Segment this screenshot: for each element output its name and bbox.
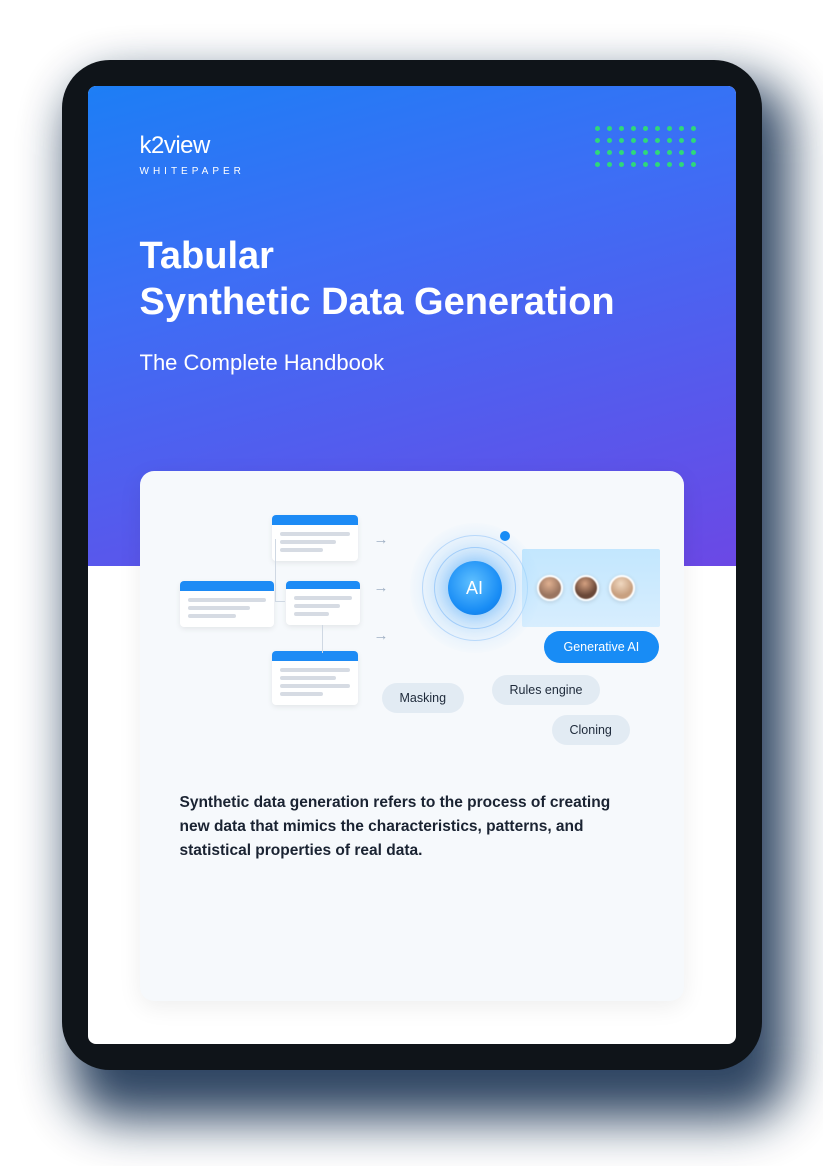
screen: k2view WHITEPAPER Tabular Synthetic Data… — [88, 86, 736, 1044]
orbit-dot-icon — [500, 531, 510, 541]
body-text: Synthetic data generation refers to the … — [172, 791, 652, 863]
content-card: → → → AI Gener — [140, 471, 684, 1001]
connector-line — [275, 539, 276, 601]
title-line-2: Synthetic Data Generation — [140, 281, 615, 323]
pill-cloning: Cloning — [552, 715, 630, 745]
connector-line — [275, 601, 285, 602]
decorative-dot-grid — [595, 126, 696, 167]
data-box — [180, 581, 274, 627]
tablet-frame: k2view WHITEPAPER Tabular Synthetic Data… — [62, 60, 762, 1070]
page-title: Tabular Synthetic Data Generation — [140, 233, 684, 326]
avatar — [609, 575, 635, 601]
arrow-icon: → — [374, 531, 389, 548]
data-box — [272, 515, 358, 561]
ai-label: AI — [448, 561, 502, 615]
ai-orb: AI — [410, 523, 540, 653]
arrow-icon: → — [374, 627, 389, 644]
data-box — [286, 581, 360, 625]
avatar — [573, 575, 599, 601]
ai-diagram: → → → AI Gener — [172, 501, 652, 761]
pill-generative-ai: Generative AI — [544, 631, 660, 663]
page-subtitle: The Complete Handbook — [140, 350, 684, 376]
data-box — [272, 651, 358, 705]
pill-masking: Masking — [382, 683, 465, 713]
avatar — [537, 575, 563, 601]
pill-rules-engine: Rules engine — [492, 675, 601, 705]
connector-line — [322, 625, 323, 653]
avatar-row — [537, 575, 635, 601]
title-line-1: Tabular — [140, 235, 274, 277]
brand-tagline: WHITEPAPER — [140, 166, 684, 177]
arrow-icon: → — [374, 579, 389, 596]
